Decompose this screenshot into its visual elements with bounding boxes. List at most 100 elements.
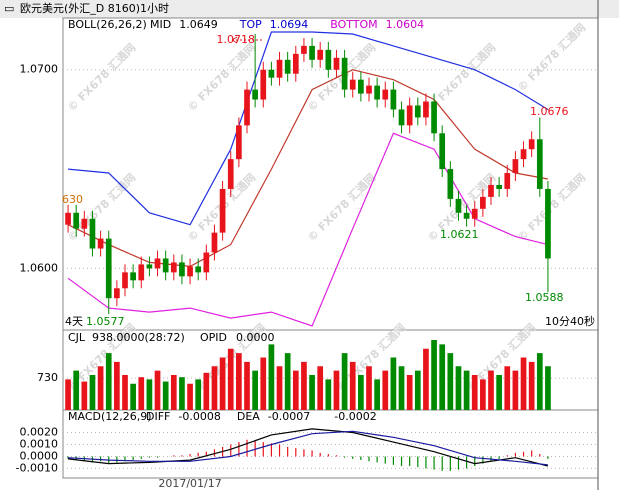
volume-bar (382, 370, 389, 410)
volume-bar (301, 361, 307, 410)
candle-body (154, 258, 161, 269)
watermark: © FX678 汇通网 (515, 21, 588, 94)
legend-value: -0.0007 (268, 410, 310, 423)
volume-bar (292, 370, 299, 410)
candle-body (455, 198, 462, 213)
volume-bar (81, 381, 88, 410)
candle-body (236, 125, 242, 160)
candle-body (317, 49, 324, 60)
volume-bar (114, 361, 120, 410)
indicator-reading: -0.0002 (334, 410, 376, 423)
candle-body (414, 105, 421, 118)
candle-body (138, 264, 145, 281)
legend-name: DIFF (146, 410, 170, 423)
volume-bar (138, 377, 145, 410)
watermark: © FX678 汇通网 (65, 41, 138, 114)
volume-bar (545, 366, 551, 410)
volume-bar (236, 353, 242, 410)
volume-bar (406, 375, 413, 410)
candle-body (406, 105, 413, 126)
candle-body (187, 266, 193, 277)
annotation: 1.0676 (530, 105, 569, 118)
volume-bar (73, 370, 80, 410)
volume-bar (317, 366, 324, 410)
candle-body (536, 139, 543, 189)
candle-body (488, 184, 494, 197)
candle-body (89, 218, 96, 249)
volume-bar (333, 370, 340, 410)
y-tick-label: -0.0010 (16, 461, 58, 474)
candle-body (374, 85, 380, 100)
candle-body (447, 169, 454, 199)
volume-bar (154, 370, 161, 410)
candle-body (431, 101, 437, 134)
volume-bar (130, 383, 136, 410)
volume-bar (97, 366, 104, 410)
volume-bar (504, 366, 511, 410)
window-icon: ▭ (4, 2, 14, 15)
annotation: 1.0588 (525, 291, 564, 304)
candle-body (520, 149, 527, 160)
title-bar (0, 0, 619, 18)
annotation: 1.0577 (86, 315, 125, 328)
indicator-line (68, 31, 549, 226)
volume-bar (309, 375, 315, 410)
volume-bar (536, 353, 543, 410)
volume-bar (187, 383, 193, 410)
candle-body (382, 89, 389, 100)
volume-bar (358, 375, 364, 410)
candle-body (423, 101, 429, 118)
volume-bar (325, 379, 332, 410)
annotation: 630 (62, 193, 83, 206)
volume-bar (366, 366, 372, 410)
high-arrow-head (231, 36, 238, 44)
volume-bar (284, 353, 291, 410)
volume-bar (349, 361, 356, 410)
candle-body (81, 218, 88, 229)
indicator-reading: 938.0000(28:72) (92, 331, 185, 344)
volume-bar (105, 353, 112, 410)
annotation: 4天 (65, 315, 83, 328)
candle-body (195, 266, 202, 273)
candle-body (545, 188, 551, 259)
y-tick-label: 0.0000 (20, 449, 59, 462)
candle-body (366, 85, 372, 94)
candle-body (480, 196, 486, 209)
indicator-name: CJL (68, 331, 86, 344)
legend-name: BOTTOM (330, 18, 377, 31)
volume-bar (447, 353, 454, 410)
candle-body (528, 139, 535, 150)
legend-name: DEA (237, 410, 260, 423)
volume-bar (455, 366, 462, 410)
candle-body (114, 288, 120, 299)
candle-body (512, 159, 519, 174)
volume-bar (390, 357, 397, 410)
y-tick-label: 1.0600 (20, 261, 59, 274)
candle-body (170, 262, 177, 273)
volume-bar (219, 357, 226, 410)
indicator-name: MACD(12,26,9) (68, 410, 152, 423)
volume-bar (203, 372, 210, 410)
volume-bar (512, 370, 519, 410)
annotation: 1.0718 (217, 33, 256, 46)
volume-bar (268, 344, 275, 410)
candle-body (244, 89, 250, 126)
candle-body (349, 79, 356, 90)
legend-name: MID (150, 18, 171, 31)
candle-body (65, 212, 71, 225)
volume-bar (276, 366, 283, 410)
volume-bar (463, 370, 470, 410)
y-tick-label: 730 (37, 371, 58, 384)
candle-body (292, 53, 299, 74)
indicator-name: OPID (200, 331, 227, 344)
candle-body (504, 173, 511, 189)
candle-body (203, 252, 210, 273)
watermark: © FX678 汇通网 (515, 171, 588, 244)
volume-bar (122, 375, 128, 410)
legend-value: 1.0649 (179, 18, 218, 31)
candle-body (227, 159, 234, 189)
volume-bar (423, 348, 429, 410)
candle-body (439, 133, 446, 170)
